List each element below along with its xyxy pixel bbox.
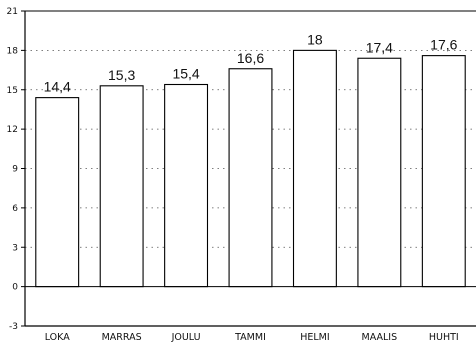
data-label: 17,4 <box>366 39 393 55</box>
y-tick-label: 0 <box>12 283 18 293</box>
data-label: 18 <box>307 31 323 47</box>
y-tick-label: 6 <box>12 204 18 214</box>
y-tick-label: -3 <box>9 322 18 332</box>
data-labels: 14,4 15,3 15,4 16,6 18 17,4 17,6 <box>44 31 458 94</box>
bar <box>164 83 209 288</box>
bars <box>35 49 466 288</box>
x-tick-label: JOULU <box>171 332 201 342</box>
data-label: 17,6 <box>430 37 457 53</box>
y-tick-label: 12 <box>7 125 18 135</box>
bar <box>292 49 337 288</box>
data-label: 14,4 <box>44 79 71 95</box>
x-tick-label: HUHTI <box>429 332 459 342</box>
x-tick-label: MARRAS <box>102 332 142 342</box>
y-tick-label: 18 <box>7 46 19 56</box>
y-tick-label: 15 <box>7 86 18 96</box>
y-tick-labels: -3 0 3 6 9 12 15 18 21 <box>7 7 19 332</box>
data-label: 16,6 <box>237 50 264 66</box>
x-tick-label: LOKA <box>45 332 70 342</box>
x-tick-label: HELMI <box>300 332 329 342</box>
y-tick-label: 21 <box>7 7 18 17</box>
data-label: 15,4 <box>172 66 199 82</box>
axes <box>21 10 476 327</box>
bar <box>357 57 402 288</box>
bar <box>35 97 80 288</box>
x-tick-label: TAMMI <box>234 332 266 342</box>
y-tick-label: 3 <box>12 243 18 253</box>
x-tick-labels: LOKA MARRAS JOULU TAMMI HELMI MAALIS HUHTI <box>45 332 459 342</box>
bar <box>99 85 144 288</box>
x-tick-label: MAALIS <box>362 332 398 342</box>
bar <box>228 68 273 288</box>
bar <box>421 55 466 288</box>
data-label: 15,3 <box>108 67 135 83</box>
y-tick-label: 9 <box>12 165 18 175</box>
